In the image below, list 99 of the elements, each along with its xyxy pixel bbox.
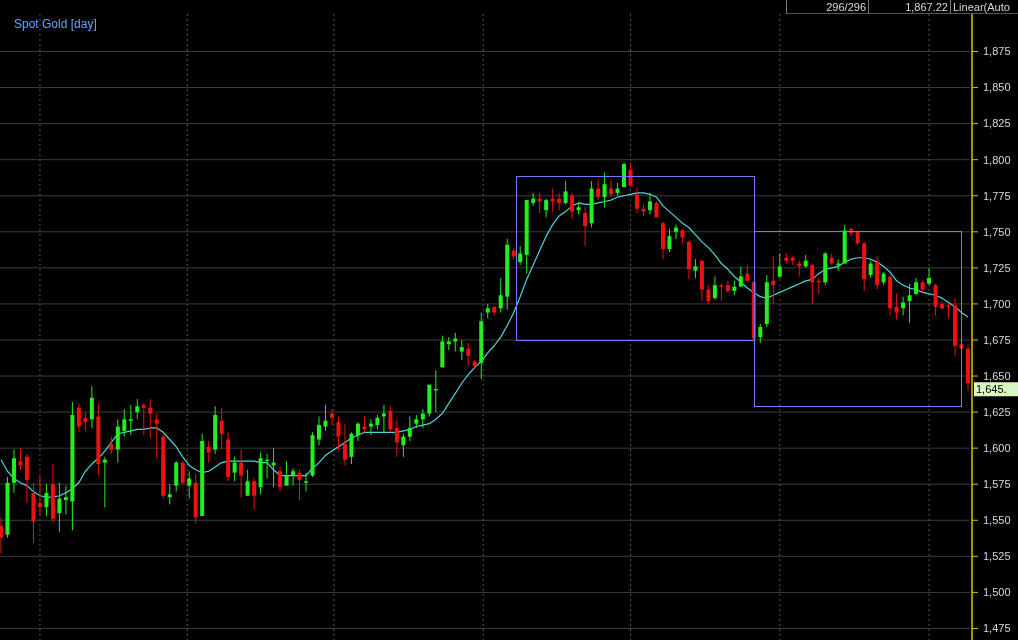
candlestick <box>628 162 633 188</box>
y-tick-label: 1,575 <box>983 478 1011 491</box>
chart-title: Spot Gold [day] <box>14 17 97 31</box>
candlestick <box>174 460 179 492</box>
candlestick <box>466 342 471 367</box>
candlestick <box>24 453 29 504</box>
candlestick <box>122 408 127 438</box>
candlestick <box>635 186 640 214</box>
candlestick <box>596 179 601 201</box>
candlestick <box>83 411 88 432</box>
y-tick-label: 1,525 <box>983 550 1011 563</box>
candlestick <box>693 258 698 279</box>
y-tick-label: 1,550 <box>983 514 1011 527</box>
candlestick <box>901 296 906 316</box>
candlestick <box>336 415 341 452</box>
candlestick <box>907 283 912 324</box>
text: 1,867.22 <box>905 1 948 13</box>
candlestick <box>102 456 107 508</box>
y-tick-label: 1,675 <box>983 333 1011 346</box>
text: Linear(Auto <box>953 1 1010 13</box>
candlestick <box>278 466 283 492</box>
y-tick-label: 1,775 <box>983 189 1011 202</box>
candlestick <box>297 469 302 501</box>
candlestick <box>738 265 743 288</box>
candlestick <box>498 277 503 314</box>
candlestick <box>355 421 360 442</box>
candlestick <box>459 339 464 361</box>
candlestick <box>63 485 68 516</box>
candlestick <box>388 405 393 433</box>
candlestick <box>927 267 932 286</box>
candlestick <box>37 475 42 517</box>
candlestick <box>187 470 192 500</box>
candlestick <box>304 472 309 492</box>
y-tick-label: 1,650 <box>983 369 1011 382</box>
candlestick <box>342 423 347 466</box>
candlestick <box>894 293 899 321</box>
candlestick <box>557 192 562 211</box>
candlestick <box>18 447 23 471</box>
y-tick-label: 1,500 <box>983 586 1011 599</box>
candlestick <box>810 263 815 305</box>
candlestick <box>329 408 334 426</box>
candlestick <box>252 477 257 511</box>
candlestick <box>317 415 322 446</box>
candlestick <box>57 482 62 533</box>
candlestick <box>673 224 678 240</box>
candlestick <box>245 469 250 497</box>
candlestick <box>544 198 549 218</box>
candlestick <box>940 300 945 311</box>
candlestick <box>0 516 4 554</box>
candlestick <box>239 449 244 498</box>
candlestick <box>284 460 289 487</box>
candlestick <box>141 402 146 436</box>
candlestick <box>647 192 652 215</box>
y-tick-label: 1,825 <box>983 117 1011 130</box>
y-tick-label: 1,625 <box>983 405 1011 418</box>
candlestick <box>135 398 140 420</box>
y-tick-label: 1,725 <box>983 261 1011 274</box>
candlestick <box>291 467 296 487</box>
candlestick <box>537 192 542 214</box>
candlestick <box>758 323 763 344</box>
candlestick <box>232 456 237 482</box>
candlestick <box>76 402 81 433</box>
y-tick-label: 1,850 <box>983 81 1011 94</box>
candlestick <box>401 433 406 458</box>
candlestick <box>407 415 412 442</box>
y-tick-label: 1,700 <box>983 297 1011 310</box>
candlestick <box>563 180 568 205</box>
candlestick <box>771 255 776 305</box>
candlestick <box>706 284 711 305</box>
candlestick <box>777 252 782 279</box>
candlestick <box>550 188 555 213</box>
candlestick <box>602 172 607 208</box>
y-tick-label: 1,475 <box>983 622 1011 635</box>
y-tick-label: 1,750 <box>983 225 1011 238</box>
candlestick <box>712 276 717 301</box>
candlestick <box>115 418 120 464</box>
candlestick <box>219 407 224 451</box>
y-tick-label: 1,800 <box>983 153 1011 166</box>
candlestick <box>148 398 153 439</box>
candlestick <box>583 206 588 247</box>
candlestick <box>394 418 399 458</box>
candlestick <box>368 418 373 436</box>
y-tick-label: 1,600 <box>983 442 1011 455</box>
candlestick <box>323 404 328 432</box>
y-tick-label: 1,875 <box>983 45 1011 58</box>
text: 296/296 <box>826 1 866 13</box>
candlestick <box>44 483 49 517</box>
candlestick <box>154 413 159 459</box>
candlestick <box>180 460 185 485</box>
text: 1,645. <box>976 383 1007 396</box>
candlestick <box>875 255 880 290</box>
candlestick <box>667 228 672 253</box>
candlestick <box>349 431 354 465</box>
candlestick <box>933 283 938 316</box>
candlestick <box>570 192 575 220</box>
candlestick <box>89 385 94 429</box>
candlestick <box>167 483 172 505</box>
candlestick <box>518 245 523 266</box>
candlestick <box>128 404 133 436</box>
